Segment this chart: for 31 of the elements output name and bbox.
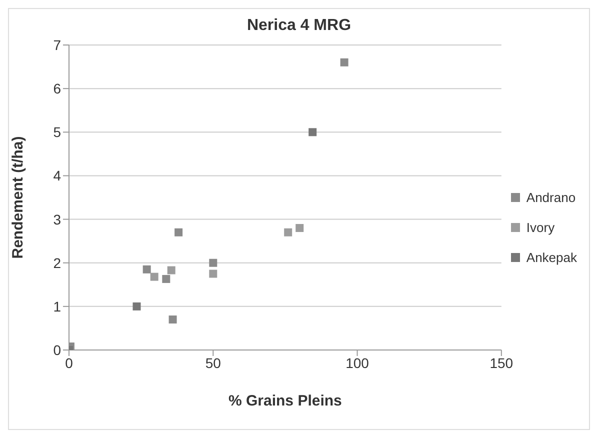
legend-label: Ankepak	[526, 250, 577, 265]
x-tick-label: 50	[205, 354, 222, 371]
chart-title: Nerica 4 MRG	[246, 16, 352, 35]
point	[168, 316, 177, 324]
y-axis-title: Rendement (t/ha)	[9, 136, 26, 259]
point	[174, 228, 183, 236]
point	[150, 272, 158, 281]
legend-label: Andrano	[526, 190, 576, 205]
legend-label: Ivory	[526, 220, 555, 235]
y-tick-label: 0	[53, 342, 62, 358]
y-tick-label: 3	[53, 211, 62, 228]
point	[142, 265, 151, 274]
y-tick-label: 6	[53, 80, 62, 97]
point	[340, 58, 348, 66]
point	[162, 274, 170, 283]
x-axis-title: % Grains Pleins	[228, 392, 342, 410]
point	[296, 224, 304, 232]
point	[132, 302, 141, 310]
point	[209, 258, 218, 267]
y-tick-label: 2	[53, 254, 62, 271]
y-tick-label: 1	[53, 298, 62, 314]
y-tick-label: 5	[53, 124, 62, 140]
point	[209, 270, 218, 278]
x-tick-label: 150	[490, 354, 514, 371]
y-tick-label: 4	[53, 168, 62, 184]
point	[284, 228, 292, 236]
point	[167, 266, 176, 274]
x-tick-label: 0	[65, 354, 74, 371]
point	[308, 128, 317, 136]
y-tick-label: 7	[53, 36, 62, 53]
x-tick-label: 100	[346, 354, 370, 371]
